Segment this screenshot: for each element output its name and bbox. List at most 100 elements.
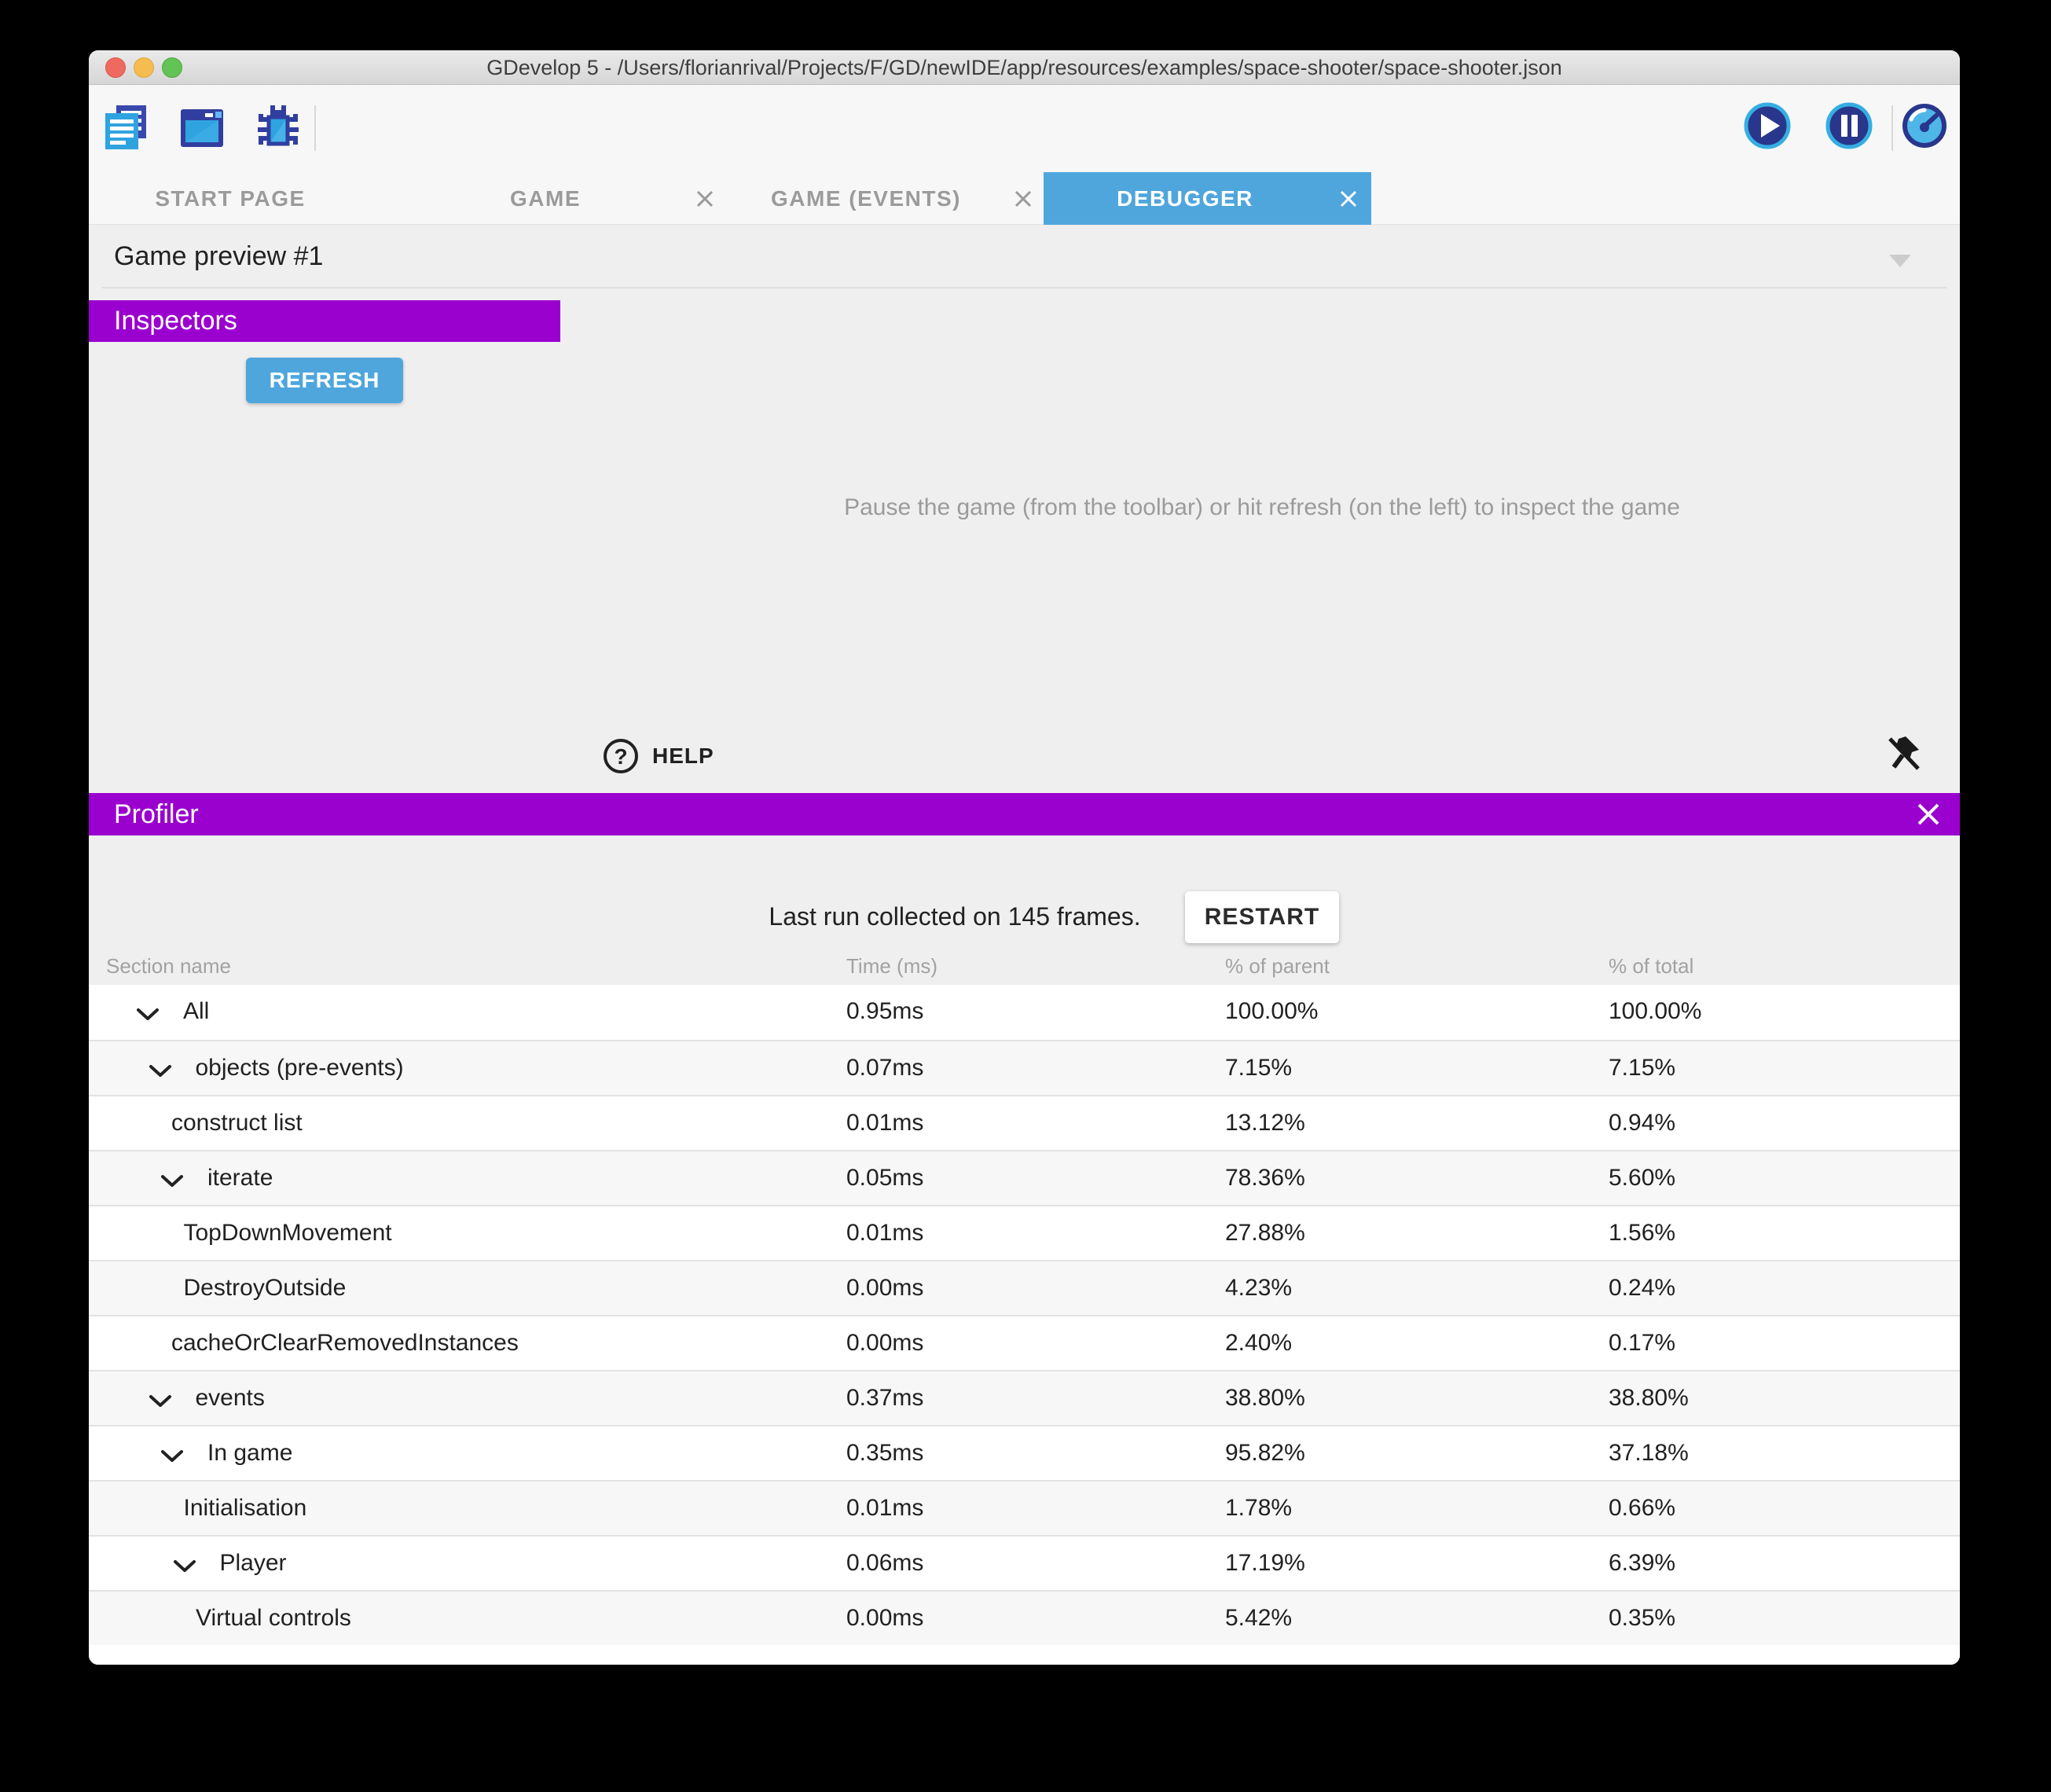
help-button-label: HELP (652, 744, 714, 768)
row-section-name: events (195, 1385, 265, 1411)
row-expand-chevron-icon[interactable] (149, 1058, 172, 1078)
profiler-table-row[interactable]: Virtual controls 0.00ms 5.42% 0.35% (89, 1590, 1960, 1645)
row-section-name: iterate (207, 1165, 273, 1191)
row-time: 0.05ms (846, 1165, 924, 1191)
profiler-table-row[interactable]: In game 0.35ms 95.82% 37.18% (89, 1425, 1960, 1480)
row-time: 0.01ms (846, 1110, 924, 1136)
zoom-window-button[interactable] (162, 57, 182, 78)
project-manager-icon (105, 105, 146, 149)
row-percent-total: 0.94% (1609, 1110, 1676, 1136)
profiler-header: Profiler (89, 793, 1960, 835)
row-section-name: Initialisation (183, 1495, 307, 1521)
pause-button[interactable] (1824, 101, 1873, 149)
tab-game[interactable]: GAME (510, 186, 581, 211)
row-percent-total: 100.00% (1609, 998, 1702, 1024)
row-time: 0.37ms (846, 1385, 924, 1411)
start-page-button[interactable] (178, 104, 227, 152)
profiler-table-row[interactable]: Initialisation 0.01ms 1.78% 0.66% (89, 1480, 1960, 1535)
tab-debugger-background[interactable] (1044, 172, 1371, 225)
profiler-table-row[interactable]: construct list 0.01ms 13.12% 0.94% (89, 1095, 1960, 1150)
profiler-table-row[interactable]: All 0.95ms 100.00% 100.00% (89, 985, 1960, 1040)
row-time: 0.06ms (846, 1550, 924, 1576)
help-icon: ? (604, 739, 638, 773)
close-window-button[interactable] (105, 57, 126, 78)
profiler-table-row[interactable]: TopDownMovement 0.01ms 27.88% 1.56% (89, 1205, 1960, 1260)
row-percent-parent: 38.80% (1225, 1385, 1305, 1411)
profiler-button[interactable] (1901, 102, 1950, 151)
row-percent-total: 0.17% (1609, 1330, 1676, 1356)
row-percent-parent: 17.19% (1225, 1550, 1305, 1576)
row-expand-chevron-icon[interactable] (173, 1553, 196, 1574)
help-button[interactable]: ? HELP (604, 734, 714, 778)
tab-start-page[interactable]: START PAGE (155, 186, 306, 211)
row-section-name: construct list (171, 1110, 303, 1136)
row-section-name: Player (219, 1550, 287, 1576)
row-time: 0.00ms (846, 1275, 924, 1301)
row-expand-chevron-icon[interactable] (160, 1168, 184, 1188)
column-header-percent-total: % of total (1609, 954, 1694, 978)
start-page-icon (181, 109, 223, 147)
row-percent-parent: 1.78% (1225, 1495, 1293, 1521)
row-percent-total: 0.35% (1609, 1605, 1676, 1631)
row-time: 0.95ms (846, 998, 924, 1024)
refresh-button[interactable]: REFRESH (246, 358, 403, 403)
profiler-table-body: All 0.95ms 100.00% 100.00% objects (pre-… (89, 985, 1960, 1665)
row-percent-parent: 100.00% (1225, 998, 1319, 1024)
project-manager-button[interactable] (102, 104, 151, 152)
row-section-name: All (183, 998, 210, 1024)
column-header-section-name: Section name (106, 954, 231, 978)
row-expand-chevron-icon[interactable] (136, 1001, 160, 1022)
profiler-table-row[interactable]: cacheOrClearRemovedInstances 0.00ms 2.40… (89, 1315, 1960, 1370)
row-percent-total: 5.60% (1609, 1165, 1676, 1191)
row-section-name: DestroyOutside (183, 1275, 347, 1301)
column-header-percent-parent: % of parent (1225, 954, 1330, 978)
profiler-table-row[interactable]: iterate 0.05ms 78.36% 5.60% (89, 1150, 1960, 1205)
profiler-table-row[interactable]: objects (pre-events) 0.07ms 7.15% 7.15% (89, 1040, 1960, 1095)
row-time: 0.01ms (846, 1495, 924, 1521)
debugger-button[interactable] (254, 104, 303, 152)
minimize-window-button[interactable] (134, 57, 154, 78)
row-percent-parent: 4.23% (1225, 1275, 1293, 1301)
unpin-button[interactable] (1885, 734, 1923, 773)
toolbar: START PAGE GAME GAME (EVENTS) DEBUGGER (89, 85, 1960, 225)
toolbar-separator (314, 105, 316, 151)
profiler-table-row[interactable]: DestroyOutside 0.00ms 4.23% 0.24% (89, 1260, 1960, 1315)
tab-debugger[interactable]: DEBUGGER (1117, 186, 1253, 211)
row-expand-chevron-icon[interactable] (149, 1388, 172, 1408)
pause-icon (1825, 102, 1873, 149)
row-time: 0.00ms (846, 1330, 924, 1356)
play-button[interactable] (1742, 101, 1791, 149)
tab-game-events[interactable]: GAME (EVENTS) (771, 186, 961, 211)
row-section-name: objects (pre-events) (195, 1055, 404, 1081)
row-section-name: In game (207, 1440, 293, 1466)
title-bar: GDevelop 5 - /Users/florianrival/Project… (89, 50, 1960, 85)
profiler-status-text: Last run collected on 145 frames. (769, 902, 1141, 931)
row-time: 0.00ms (846, 1605, 924, 1631)
restart-button[interactable]: RESTART (1185, 891, 1339, 943)
toolbar-separator-right (1891, 105, 1893, 151)
profiler-close-icon[interactable] (1916, 802, 1941, 827)
row-percent-parent: 2.40% (1225, 1330, 1293, 1356)
play-icon (1744, 102, 1791, 149)
chevron-down-icon (1889, 255, 1911, 267)
column-header-time: Time (ms) (846, 954, 938, 978)
row-expand-chevron-icon[interactable] (160, 1443, 184, 1463)
preview-label: Game preview #1 (114, 241, 324, 271)
row-percent-total: 1.56% (1609, 1220, 1676, 1246)
profiler-header-label: Profiler (114, 799, 199, 829)
tab-game-events-close-icon[interactable] (1010, 185, 1037, 212)
row-time: 0.35ms (846, 1440, 924, 1466)
tab-game-close-icon[interactable] (692, 185, 718, 212)
inspectors-header-label: Inspectors (114, 306, 237, 336)
row-percent-parent: 95.82% (1225, 1440, 1305, 1466)
profiler-table-row[interactable]: Player 0.06ms 17.19% 6.39% (89, 1535, 1960, 1590)
preview-selector[interactable]: Game preview #1 (89, 225, 1960, 288)
profiler-table-row[interactable]: events 0.37ms 38.80% 38.80% (89, 1370, 1960, 1425)
row-percent-parent: 78.36% (1225, 1165, 1305, 1191)
tab-debugger-close-icon[interactable] (1335, 185, 1362, 212)
profiler-gauge-icon (1902, 104, 1946, 148)
row-percent-parent: 27.88% (1225, 1220, 1305, 1246)
debug-bug-icon (258, 105, 299, 146)
row-percent-parent: 13.12% (1225, 1110, 1305, 1136)
inspector-empty-message: Pause the game (from the toolbar) or hit… (844, 494, 1680, 520)
